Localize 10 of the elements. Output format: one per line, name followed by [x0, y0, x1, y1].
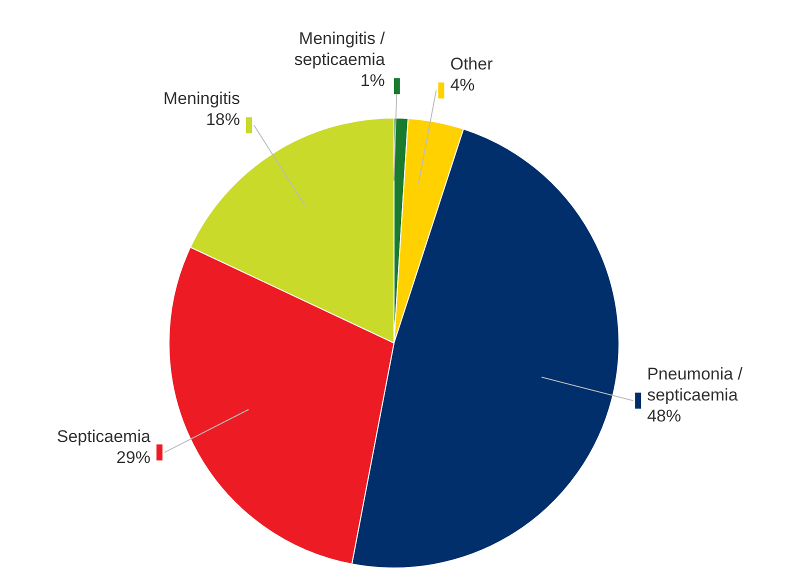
- data-label: 1%: [360, 71, 385, 90]
- data-label: 18%: [206, 110, 240, 130]
- slice-label: Meningitis: [163, 89, 240, 108]
- data-label: 4%: [450, 75, 475, 94]
- slice-label: Other: [450, 54, 494, 74]
- slice-label: Meningitis / septicaemia: [294, 29, 386, 70]
- data-label: 48%: [647, 406, 682, 426]
- data-label: 29%: [116, 448, 150, 467]
- slice-label: Pneumonia / septicaemia: [647, 364, 743, 405]
- slice-label: Septicaemia: [56, 426, 151, 446]
